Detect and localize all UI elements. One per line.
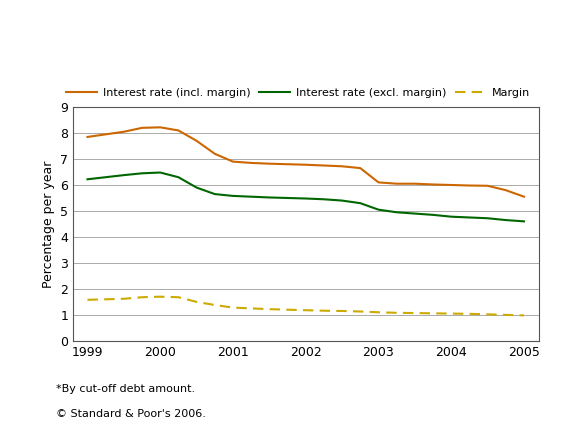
Text: Chart 1: Weighted-Average Interest Rate, Interest Rate Before Margin, and Loan
M: Chart 1: Weighted-Average Interest Rate,…	[11, 22, 561, 53]
Text: © Standard & Poor's 2006.: © Standard & Poor's 2006.	[56, 409, 206, 419]
Legend: Interest rate (incl. margin), Interest rate (excl. margin), Margin: Interest rate (incl. margin), Interest r…	[62, 83, 535, 102]
Text: *By cut-off debt amount.: *By cut-off debt amount.	[56, 385, 195, 394]
Y-axis label: Percentage per year: Percentage per year	[42, 160, 54, 288]
